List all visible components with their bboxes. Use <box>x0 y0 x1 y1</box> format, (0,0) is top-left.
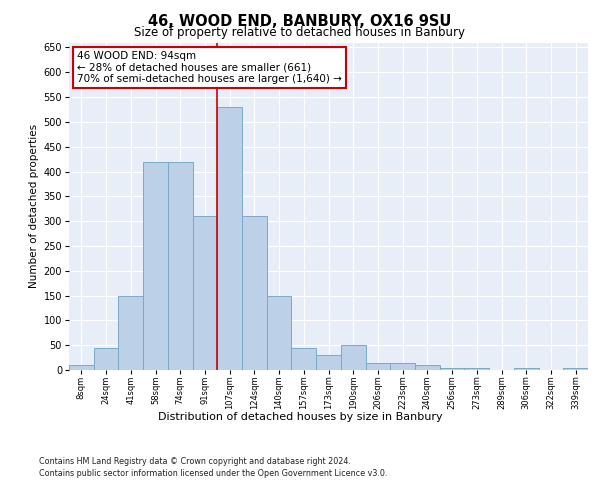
Bar <box>464 368 489 370</box>
Bar <box>292 348 316 370</box>
Bar <box>563 368 588 370</box>
Bar <box>440 368 464 370</box>
Text: Contains HM Land Registry data © Crown copyright and database right 2024.: Contains HM Land Registry data © Crown c… <box>39 458 351 466</box>
Text: Contains public sector information licensed under the Open Government Licence v3: Contains public sector information licen… <box>39 469 388 478</box>
Bar <box>217 107 242 370</box>
Bar <box>390 362 415 370</box>
Text: 46, WOOD END, BANBURY, OX16 9SU: 46, WOOD END, BANBURY, OX16 9SU <box>148 14 452 29</box>
Bar <box>514 368 539 370</box>
Bar <box>193 216 217 370</box>
Bar <box>118 296 143 370</box>
Bar <box>143 162 168 370</box>
Bar <box>168 162 193 370</box>
Y-axis label: Number of detached properties: Number of detached properties <box>29 124 39 288</box>
Bar <box>415 365 440 370</box>
Text: Distribution of detached houses by size in Banbury: Distribution of detached houses by size … <box>158 412 442 422</box>
Bar <box>341 345 365 370</box>
Bar <box>242 216 267 370</box>
Bar <box>316 355 341 370</box>
Text: 46 WOOD END: 94sqm
← 28% of detached houses are smaller (661)
70% of semi-detach: 46 WOOD END: 94sqm ← 28% of detached hou… <box>77 50 341 84</box>
Bar <box>267 296 292 370</box>
Bar <box>94 348 118 370</box>
Text: Size of property relative to detached houses in Banbury: Size of property relative to detached ho… <box>134 26 466 39</box>
Bar <box>365 362 390 370</box>
Bar <box>69 365 94 370</box>
